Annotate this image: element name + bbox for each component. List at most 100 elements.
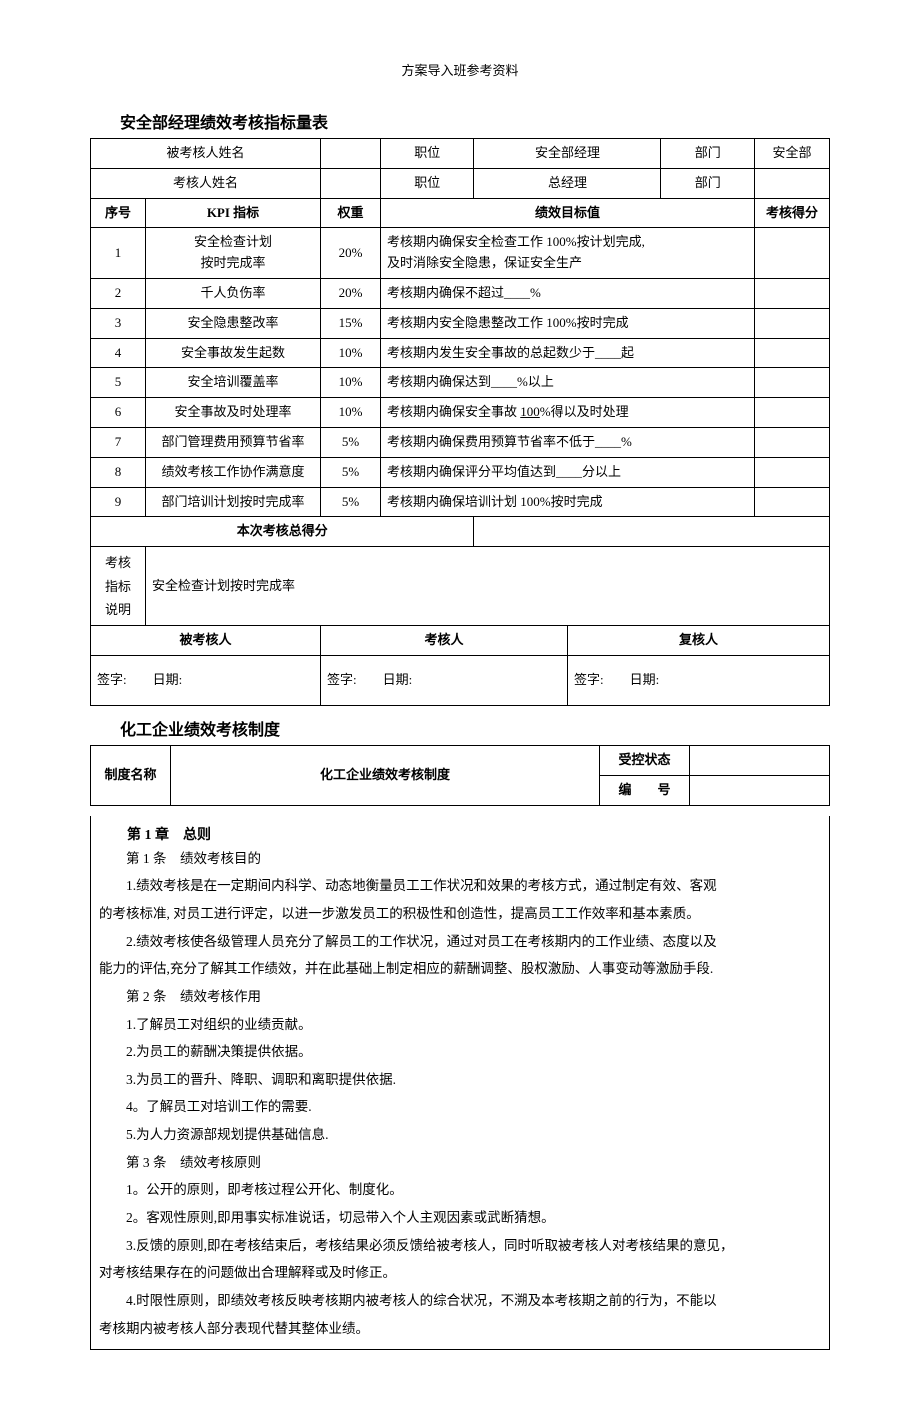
kpi-weight: 10% [321, 368, 381, 398]
kpi-score [755, 398, 830, 428]
kpi-weight: 5% [321, 487, 381, 517]
col-target: 绩效目标值 [381, 198, 755, 228]
kpi-no: 9 [91, 487, 146, 517]
col-weight: 权重 [321, 198, 381, 228]
desc-label: 考核 指标 说明 [91, 547, 146, 626]
sig-cell: 签字: 日期: [321, 656, 568, 706]
kpi-score [755, 427, 830, 457]
sig-header-row: 被考核人 考核人 复核人 [91, 626, 830, 656]
kpi-no: 1 [91, 228, 146, 279]
body-text: 的考核标准, 对员工进行评定，以进一步激发员工的积极性和创造性，提高员工工作效率… [99, 901, 821, 927]
sig-cell: 签字: 日期: [91, 656, 321, 706]
kpi-name: 千人负伤率 [146, 278, 321, 308]
kpi-weight: 10% [321, 398, 381, 428]
desc-value: 安全检查计划按时完成率 [146, 547, 830, 626]
kpi-target: 考核期内确保安全检查工作 100%按计划完成, 及时消除安全隐患，保证安全生产 [381, 228, 755, 279]
kpi-name: 安全检查计划 按时完成率 [146, 228, 321, 279]
table-row: 5安全培训覆盖率10%考核期内确保达到____%以上 [91, 368, 830, 398]
kpi-target: 考核期内确保费用预算节省率不低于____% [381, 427, 755, 457]
table-row: 8绩效考核工作协作满意度5%考核期内确保评分平均值达到____分以上 [91, 457, 830, 487]
total-row: 本次考核总得分 [91, 517, 830, 547]
kpi-name: 安全隐患整改率 [146, 308, 321, 338]
table-row: 考核人姓名 职位 总经理 部门 [91, 168, 830, 198]
kpi-score [755, 457, 830, 487]
total-label: 本次考核总得分 [91, 517, 474, 547]
table-row: 制度名称 化工企业绩效考核制度 受控状态 [91, 746, 830, 776]
position-label: 职位 [381, 139, 474, 169]
kpi-weight: 20% [321, 228, 381, 279]
body-text: 5.为人力资源部规划提供基础信息. [99, 1122, 821, 1148]
sig-row: 签字: 日期: 签字: 日期: 签字: 日期: [91, 656, 830, 706]
dept-value [755, 168, 830, 198]
page-header: 方案导入班参考资料 [90, 60, 830, 79]
position-value: 总经理 [474, 168, 661, 198]
date-label: 日期: [383, 672, 413, 687]
sig-reviewer: 复核人 [567, 626, 829, 656]
kpi-score [755, 228, 830, 279]
chapter-title: 第 1 章 总则 [99, 824, 821, 844]
status-label: 受控状态 [600, 746, 690, 776]
body-text: 4。了解员工对培训工作的需要. [99, 1094, 821, 1120]
status-value [690, 746, 830, 776]
kpi-name: 安全培训覆盖率 [146, 368, 321, 398]
kpi-name: 部门培训计划按时完成率 [146, 487, 321, 517]
kpi-name: 绩效考核工作协作满意度 [146, 457, 321, 487]
position-label: 职位 [381, 168, 474, 198]
table-row: 3安全隐患整改率15%考核期内安全隐患整改工作 100%按时完成 [91, 308, 830, 338]
table-row: 1安全检查计划 按时完成率20%考核期内确保安全检查工作 100%按计划完成, … [91, 228, 830, 279]
col-kpi: KPI 指标 [146, 198, 321, 228]
sig-cell: 签字: 日期: [567, 656, 829, 706]
kpi-weight: 20% [321, 278, 381, 308]
table-row: 2千人负伤率20%考核期内确保不超过____% [91, 278, 830, 308]
kpi-no: 3 [91, 308, 146, 338]
table-row: 7部门管理费用预算节省率5%考核期内确保费用预算节省率不低于____% [91, 427, 830, 457]
kpi-score [755, 338, 830, 368]
body-text: 第 3 条 绩效考核原则 [99, 1150, 821, 1176]
kpi-no: 7 [91, 427, 146, 457]
sig-examiner: 考核人 [321, 626, 568, 656]
sign-label: 签字: [574, 672, 604, 687]
date-label: 日期: [630, 672, 660, 687]
content-box: 第 1 章 总则 第 1 条 绩效考核目的 1.绩效考核是在一定期间内科学、动态… [90, 816, 830, 1351]
kpi-target: 考核期内确保安全事故 100%得以及时处理 [381, 398, 755, 428]
body-text: 1.绩效考核是在一定期间内科学、动态地衡量员工工作状况和效果的考核方式，通过制定… [99, 873, 821, 899]
body-text: 2.为员工的薪酬决策提供依据。 [99, 1039, 821, 1065]
kpi-name: 安全事故及时处理率 [146, 398, 321, 428]
kpi-name: 部门管理费用预算节省率 [146, 427, 321, 457]
kpi-target: 考核期内确保培训计划 100%按时完成 [381, 487, 755, 517]
system-name-value: 化工企业绩效考核制度 [171, 746, 600, 806]
table-header-row: 序号 KPI 指标 权重 绩效目标值 考核得分 [91, 198, 830, 228]
col-no: 序号 [91, 198, 146, 228]
examinee-name-value [321, 139, 381, 169]
kpi-no: 8 [91, 457, 146, 487]
kpi-weight: 10% [321, 338, 381, 368]
kpi-target: 考核期内安全隐患整改工作 100%按时完成 [381, 308, 755, 338]
desc-row: 考核 指标 说明 安全检查计划按时完成率 [91, 547, 830, 626]
table-row: 9部门培训计划按时完成率5%考核期内确保培训计划 100%按时完成 [91, 487, 830, 517]
kpi-weight: 15% [321, 308, 381, 338]
examiner-name-label: 考核人姓名 [91, 168, 321, 198]
section1-title: 安全部经理绩效考核指标量表 [120, 109, 830, 133]
kpi-table: 被考核人姓名 职位 安全部经理 部门 安全部 考核人姓名 职位 总经理 部门 序… [90, 138, 830, 706]
position-value: 安全部经理 [474, 139, 661, 169]
body-text: 2。客观性原则,即用事实标准说话，切忌带入个人主观因素或武断猜想。 [99, 1205, 821, 1231]
table-row: 被考核人姓名 职位 安全部经理 部门 安全部 [91, 139, 830, 169]
col-score: 考核得分 [755, 198, 830, 228]
body-text: 第 1 条 绩效考核目的 [99, 846, 821, 872]
kpi-no: 5 [91, 368, 146, 398]
body-text: 第 2 条 绩效考核作用 [99, 984, 821, 1010]
kpi-target: 考核期内确保不超过____% [381, 278, 755, 308]
kpi-target: 考核期内确保达到____%以上 [381, 368, 755, 398]
body-text: 3.反馈的原则,即在考核结束后，考核结果必须反馈给被考核人，同时听取被考核人对考… [99, 1233, 821, 1259]
system-table: 制度名称 化工企业绩效考核制度 受控状态 编 号 [90, 745, 830, 806]
kpi-score [755, 308, 830, 338]
sign-label: 签字: [327, 672, 357, 687]
date-label: 日期: [153, 672, 183, 687]
body-text: 3.为员工的晋升、降职、调职和离职提供依据. [99, 1067, 821, 1093]
body-text: 4.时限性原则，即绩效考核反映考核期内被考核人的综合状况，不溯及本考核期之前的行… [99, 1288, 821, 1314]
kpi-score [755, 368, 830, 398]
examinee-name-label: 被考核人姓名 [91, 139, 321, 169]
body-text: 2.绩效考核使各级管理人员充分了解员工的工作状况，通过对员工在考核期内的工作业绩… [99, 929, 821, 955]
body-text: 1.了解员工对组织的业绩贡献。 [99, 1012, 821, 1038]
kpi-weight: 5% [321, 457, 381, 487]
